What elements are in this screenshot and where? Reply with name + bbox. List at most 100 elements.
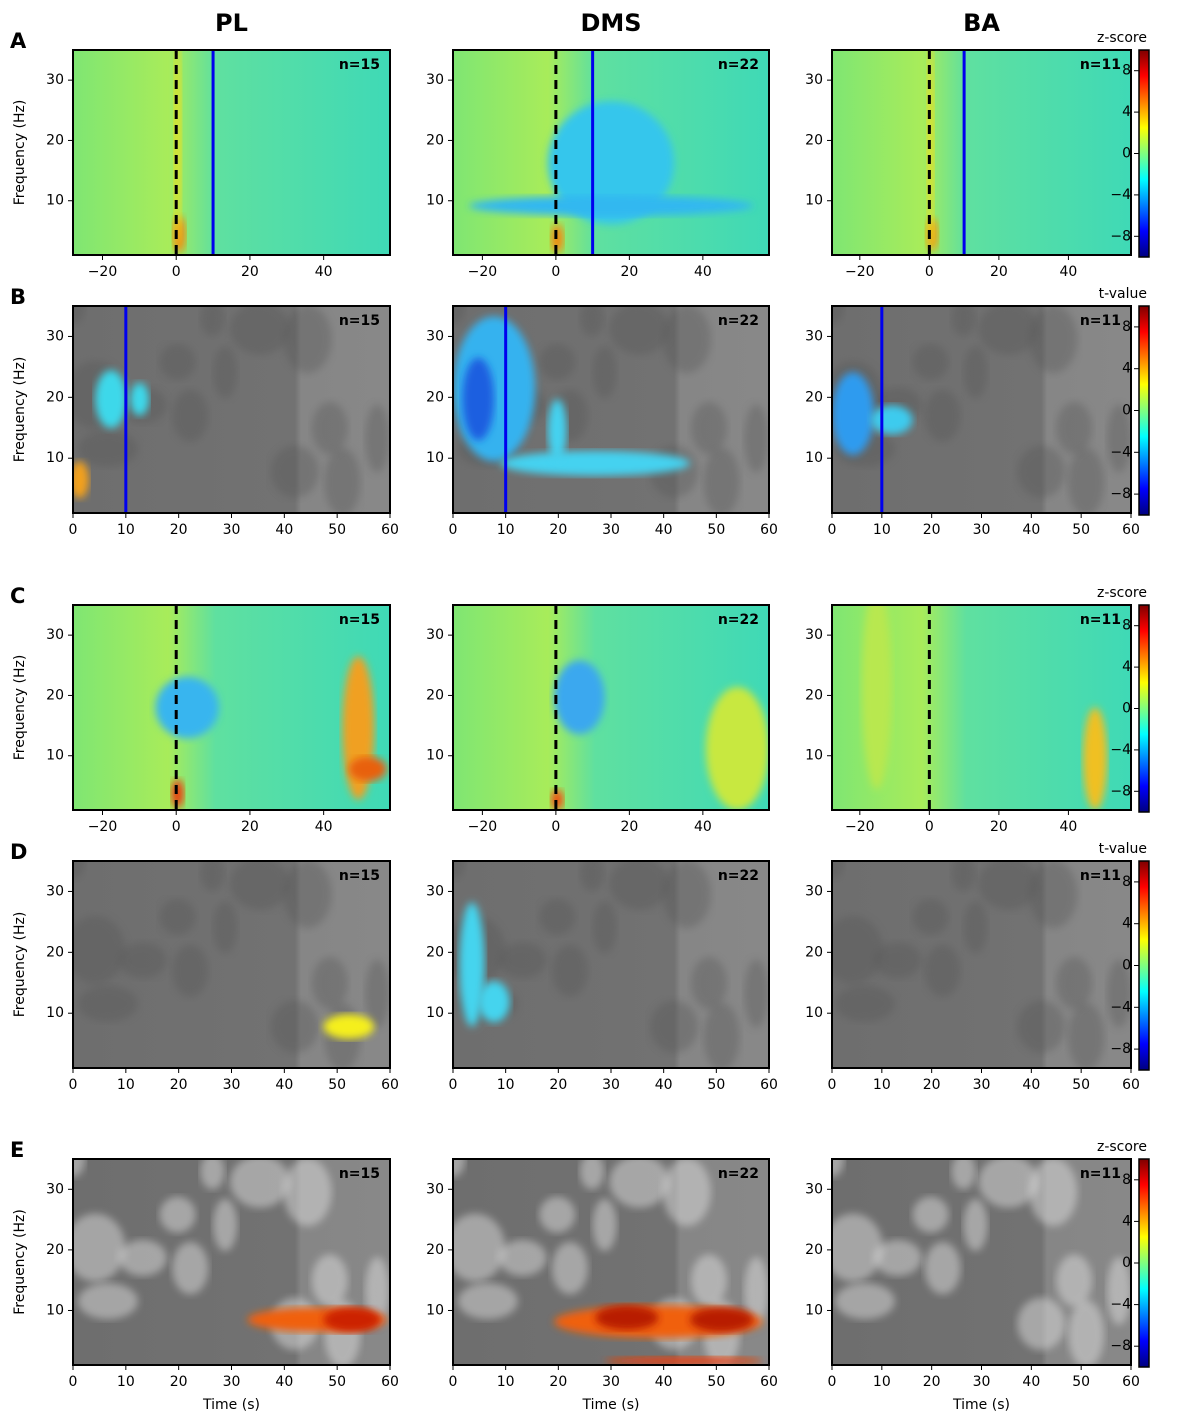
texture <box>539 898 576 935</box>
y-tick-label: 30 <box>426 883 444 899</box>
x-tick-label: 10 <box>873 1077 891 1093</box>
x-tick-label: 20 <box>923 522 941 538</box>
colorbar-tick-label: 0 <box>1122 958 1131 974</box>
y-axis-label: Frequency (Hz) <box>12 357 28 463</box>
heatmap-cluster <box>323 1014 375 1040</box>
x-tick-label: 40 <box>315 819 333 835</box>
sample-size: n=22 <box>718 313 759 329</box>
texture <box>230 1159 291 1208</box>
x-tick-label: 60 <box>381 522 399 538</box>
colorbar <box>1138 604 1150 813</box>
x-tick-label: 60 <box>381 1077 399 1093</box>
y-tick-label: 10 <box>46 1302 64 1318</box>
x-tick-label: 20 <box>923 1077 941 1093</box>
column-title: BA <box>963 9 1000 37</box>
x-tick-label: 0 <box>69 522 78 538</box>
x-tick-label: 40 <box>655 1077 673 1093</box>
y-tick-label: 20 <box>805 687 823 703</box>
x-tick-label: 0 <box>449 1077 458 1093</box>
y-tick-label: 30 <box>46 883 64 899</box>
heatmap-background <box>73 605 390 810</box>
texture <box>200 306 225 337</box>
colorbar-tick-label: −8 <box>1110 486 1131 502</box>
x-tick-label: 60 <box>760 522 778 538</box>
heatmap-cluster <box>462 357 495 441</box>
panel-label: D <box>10 840 27 864</box>
sample-size: n=11 <box>1080 868 1121 884</box>
sample-size: n=15 <box>339 868 380 884</box>
heatmap-cluster <box>95 370 127 429</box>
texture <box>912 898 949 935</box>
x-tick-label: 60 <box>1122 1077 1140 1093</box>
colorbar-tick-label: 8 <box>1122 319 1131 335</box>
y-tick-label: 10 <box>426 450 444 466</box>
y-axis-label: Frequency (Hz) <box>12 1209 28 1315</box>
panel-label: A <box>10 29 27 53</box>
y-tick-label: 20 <box>46 944 64 960</box>
colorbar-tick-label: 4 <box>1122 104 1131 120</box>
colorbar-tick-label: −4 <box>1110 444 1131 460</box>
x-tick-label: 50 <box>328 522 346 538</box>
texture <box>159 898 196 935</box>
x-tick-label: 60 <box>760 1077 778 1093</box>
texture <box>951 861 976 892</box>
heatmap-cluster <box>323 1307 381 1333</box>
texture <box>1056 1254 1093 1307</box>
x-tick-label: −20 <box>845 264 875 280</box>
panel <box>73 861 390 1068</box>
heatmap-cluster <box>554 660 605 735</box>
texture <box>283 861 332 929</box>
texture <box>457 1283 518 1320</box>
texture <box>200 861 225 892</box>
texture <box>912 1196 949 1233</box>
x-tick-label: 0 <box>551 819 560 835</box>
texture <box>365 404 390 473</box>
x-axis-label: Time (s) <box>582 1397 640 1413</box>
x-axis-label: Time (s) <box>202 1397 260 1413</box>
x-tick-label: 20 <box>549 1374 567 1390</box>
texture <box>365 959 390 1028</box>
x-tick-label: 40 <box>275 1374 293 1390</box>
y-tick-label: 20 <box>805 944 823 960</box>
x-tick-label: 20 <box>241 819 259 835</box>
y-tick-label: 30 <box>46 328 64 344</box>
texture <box>703 447 740 513</box>
y-tick-label: 20 <box>46 132 64 148</box>
colorbar <box>1138 305 1150 516</box>
y-tick-label: 20 <box>805 389 823 405</box>
colorbar-tick-label: 0 <box>1122 403 1131 419</box>
texture <box>498 1239 547 1276</box>
texture <box>1029 861 1078 929</box>
x-tick-label: 20 <box>990 264 1008 280</box>
x-tick-label: 40 <box>694 264 712 280</box>
texture <box>580 1159 605 1190</box>
texture <box>283 306 332 374</box>
texture <box>213 901 238 954</box>
x-tick-label: 60 <box>1122 522 1140 538</box>
texture <box>834 985 895 1022</box>
colorbar-tick-label: 0 <box>1122 146 1131 162</box>
x-tick-label: −20 <box>88 264 118 280</box>
x-tick-label: 40 <box>1060 819 1078 835</box>
texture <box>118 1239 167 1276</box>
x-tick-label: 30 <box>223 522 241 538</box>
y-tick-label: 30 <box>805 883 823 899</box>
x-tick-label: 20 <box>170 522 188 538</box>
plot-frame <box>72 49 391 256</box>
texture <box>1029 306 1078 374</box>
plot-frame <box>452 49 770 256</box>
panel <box>73 1159 390 1365</box>
colorbar-tick-label: −4 <box>1110 1297 1131 1313</box>
x-tick-label: 30 <box>602 1374 620 1390</box>
panel-label: C <box>10 584 25 608</box>
texture <box>118 942 167 979</box>
y-tick-label: 20 <box>46 1242 64 1258</box>
texture <box>951 306 976 337</box>
colorbar-tick-label: 8 <box>1122 874 1131 890</box>
texture <box>912 343 949 380</box>
x-tick-label: −20 <box>845 819 875 835</box>
column-title: PL <box>215 9 248 37</box>
x-tick-label: 50 <box>328 1077 346 1093</box>
x-tick-label: 50 <box>1072 522 1090 538</box>
y-tick-label: 20 <box>426 944 444 960</box>
